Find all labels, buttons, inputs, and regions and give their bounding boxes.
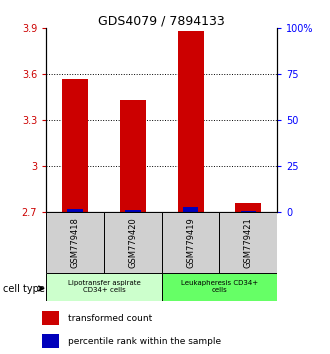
Text: cell type: cell type — [3, 284, 45, 293]
Text: Lipotransfer aspirate
CD34+ cells: Lipotransfer aspirate CD34+ cells — [68, 280, 140, 293]
Bar — [104, 212, 162, 273]
Text: percentile rank within the sample: percentile rank within the sample — [68, 337, 221, 346]
Text: GSM779421: GSM779421 — [244, 217, 253, 268]
Bar — [46, 212, 104, 273]
Text: GSM779418: GSM779418 — [71, 217, 80, 268]
Bar — [183, 207, 198, 212]
Text: GSM779419: GSM779419 — [186, 217, 195, 268]
Bar — [120, 101, 146, 212]
Bar — [162, 212, 219, 273]
Bar — [178, 32, 204, 212]
Bar — [241, 211, 256, 212]
Text: transformed count: transformed count — [68, 314, 152, 323]
Bar — [42, 334, 59, 348]
Bar — [235, 203, 261, 212]
Title: GDS4079 / 7894133: GDS4079 / 7894133 — [98, 14, 225, 27]
Bar — [67, 209, 83, 212]
Bar — [162, 273, 277, 301]
Bar — [125, 210, 141, 212]
Text: GSM779420: GSM779420 — [128, 217, 137, 268]
Bar — [219, 212, 277, 273]
Bar — [46, 273, 162, 301]
Text: Leukapheresis CD34+
cells: Leukapheresis CD34+ cells — [181, 280, 258, 293]
Bar — [62, 79, 88, 212]
Bar — [42, 312, 59, 325]
